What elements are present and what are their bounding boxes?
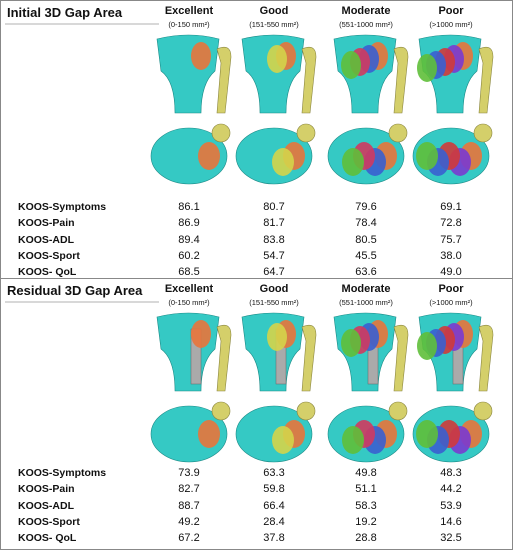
column-range: (151-550 mm²)	[249, 20, 299, 29]
cell-value: 83.8	[263, 233, 285, 246]
cell-value: 72.8	[440, 217, 462, 230]
row-label: KOOS-Sport	[18, 249, 80, 262]
column-range: (551-1000 mm²)	[339, 298, 393, 307]
models	[5, 301, 494, 463]
panel: Residual 3D Gap Area Excellent (0-150 mm²)…	[0, 278, 513, 550]
cell-value: 86.9	[178, 217, 200, 230]
cell-value: 81.7	[263, 217, 285, 230]
models	[5, 23, 494, 185]
column-header: Good	[259, 5, 289, 17]
column-range: (151-550 mm²)	[249, 298, 299, 307]
cell-value: 44.2	[440, 483, 462, 496]
knee-model	[235, 312, 317, 463]
row-label: KOOS-ADL	[18, 499, 74, 512]
cell-value: 54.7	[263, 249, 285, 262]
knee-model	[327, 34, 409, 185]
row-label: KOOS- QoL	[18, 532, 77, 545]
knee-model	[150, 312, 232, 463]
row-label: KOOS-Symptoms	[18, 201, 107, 213]
cell-value: 69.1	[440, 201, 462, 213]
cell-value: 19.2	[355, 515, 377, 528]
column-range: (0-150 mm²)	[168, 298, 210, 307]
row-label: KOOS-Pain	[18, 217, 75, 230]
cell-value: 53.9	[440, 499, 462, 512]
cell-value: 89.4	[178, 233, 200, 246]
cell-value: 49.8	[355, 467, 377, 479]
column-header: Moderate	[341, 5, 391, 17]
cell-value: 38.0	[440, 249, 462, 262]
panel-title: Initial 3D Gap Area	[7, 5, 123, 20]
cell-value: 28.4	[263, 515, 285, 528]
cell-value: 49.2	[178, 515, 200, 528]
cell-value: 60.2	[178, 249, 200, 262]
cell-value: 63.3	[263, 467, 285, 479]
cell-value: 28.8	[355, 532, 377, 545]
knee-model	[412, 312, 494, 463]
cell-value: 80.5	[355, 233, 377, 246]
cell-value: 51.1	[355, 483, 377, 496]
knee-model	[235, 34, 317, 185]
cell-value: 75.7	[440, 233, 462, 246]
cell-value: 49.0	[440, 266, 462, 279]
cell-value: 88.7	[178, 499, 200, 512]
cell-value: 64.7	[263, 266, 285, 279]
cell-value: 63.6	[355, 266, 377, 279]
cell-value: 86.1	[178, 201, 200, 213]
cell-value: 80.7	[263, 201, 285, 213]
knee-model	[327, 312, 409, 463]
cell-value: 82.7	[178, 483, 200, 496]
panel-title: Residual 3D Gap Area	[7, 283, 143, 298]
column-range: (>1000 mm²)	[429, 20, 473, 29]
column-range: (0-150 mm²)	[168, 20, 210, 29]
column-range: (551-1000 mm²)	[339, 20, 393, 29]
cell-value: 78.4	[355, 217, 377, 230]
column-header: Poor	[438, 5, 464, 17]
cell-value: 67.2	[178, 532, 200, 545]
column-header: Excellent	[164, 283, 214, 295]
cell-value: 59.8	[263, 483, 285, 496]
row-label: KOOS-Sport	[18, 515, 80, 528]
row-label: KOOS-Symptoms	[18, 467, 107, 479]
cell-value: 79.6	[355, 201, 377, 213]
cell-value: 45.5	[355, 249, 377, 262]
row-label: KOOS-ADL	[18, 233, 74, 246]
row-label: KOOS-Pain	[18, 483, 75, 496]
cell-value: 66.4	[263, 499, 285, 512]
row-label: KOOS- QoL	[18, 266, 77, 279]
column-header: Moderate	[341, 283, 391, 295]
panel: Initial 3D Gap Area Excellent (0-150 mm²) G…	[0, 0, 513, 279]
cell-value: 58.3	[355, 499, 377, 512]
knee-model	[150, 34, 232, 185]
column-header: Poor	[438, 283, 464, 295]
cell-value: 14.6	[440, 515, 462, 528]
cell-value: 37.8	[263, 532, 285, 545]
column-header: Good	[259, 283, 289, 295]
column-range: (>1000 mm²)	[429, 298, 473, 307]
knee-model	[412, 34, 494, 185]
cell-value: 32.5	[440, 532, 462, 545]
cell-value: 73.9	[178, 467, 200, 479]
cell-value: 48.3	[440, 467, 462, 479]
column-header: Excellent	[164, 5, 214, 17]
cell-value: 68.5	[178, 266, 200, 279]
